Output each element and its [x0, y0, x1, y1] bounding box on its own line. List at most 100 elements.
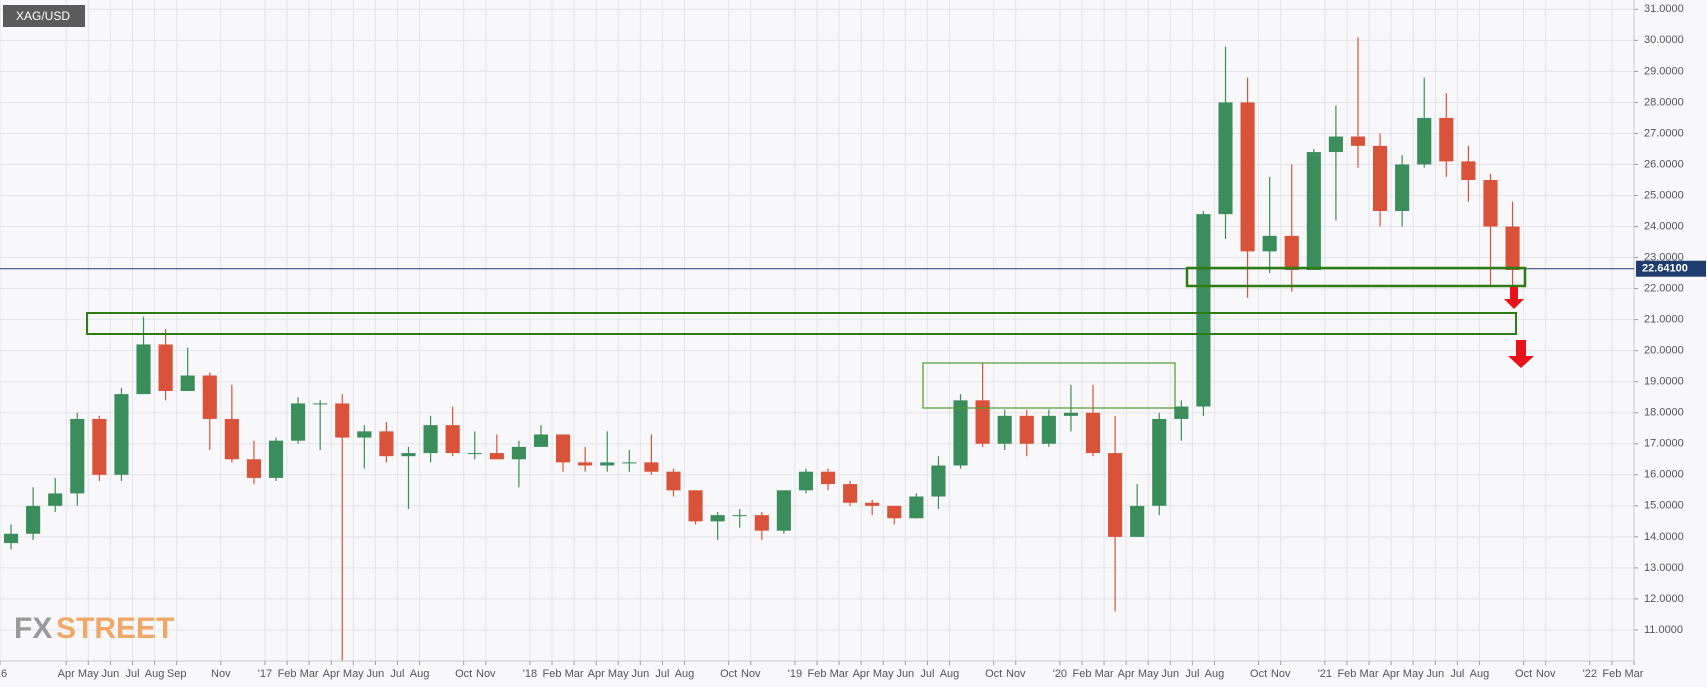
y-tick-label: 30.0000 — [1644, 34, 1684, 46]
x-tick-label: Oct — [1250, 668, 1267, 680]
candle-body — [1063, 412, 1078, 416]
y-tick-label: 15.0000 — [1644, 500, 1684, 512]
x-tick-label: Jun — [1161, 668, 1179, 680]
x-tick-label: May — [343, 668, 364, 680]
symbol: XAG/USD — [16, 9, 70, 23]
watermark-street: STREET — [56, 612, 174, 645]
y-tick-label: 29.0000 — [1644, 65, 1684, 77]
x-tick-label: Aug — [940, 668, 960, 680]
down-arrow — [1504, 287, 1524, 309]
y-tick-label: 22.0000 — [1644, 283, 1684, 295]
candle-body — [909, 496, 924, 519]
candle-body — [754, 515, 769, 531]
x-tick-label: Nov — [741, 668, 761, 680]
x-tick-label: Sep — [167, 668, 187, 680]
range-box — [922, 362, 1176, 409]
candle-body — [798, 471, 814, 491]
candle-body — [1306, 152, 1321, 270]
candle-body — [48, 493, 63, 506]
x-tick-label: Jun — [631, 668, 649, 680]
x-tick-label: Jul — [1450, 668, 1464, 680]
x-tick-label: Oct — [1515, 668, 1532, 680]
candle-body — [1284, 235, 1299, 270]
candle-body — [467, 453, 482, 455]
candle-body — [710, 515, 725, 522]
candle-body — [511, 446, 526, 460]
watermark-fx: FX — [14, 612, 52, 645]
x-tick-label: Mar — [300, 668, 319, 680]
candle-body — [70, 418, 85, 494]
candle-body — [1196, 214, 1211, 407]
candle-body — [136, 344, 151, 395]
candle-body — [445, 425, 460, 454]
x-tick-label: Aug — [675, 668, 695, 680]
y-tick-label: 11.0000 — [1644, 624, 1683, 636]
x-tick-label: May — [873, 668, 894, 680]
x-tick-label: Feb — [1602, 668, 1621, 680]
x-tick-label: Jun — [102, 668, 120, 680]
candle-body — [224, 418, 239, 460]
candle-body — [268, 440, 284, 478]
last-price-box — [1636, 260, 1706, 277]
support-box — [1185, 266, 1527, 288]
x-tick-label: Jun — [1426, 668, 1444, 680]
y-tick-label: 23.0000 — [1644, 251, 1684, 263]
x-tick-label: May — [78, 668, 99, 680]
candle-body — [92, 418, 107, 475]
y-tick-label: 31.0000 — [1644, 3, 1684, 15]
candle-body — [843, 484, 858, 503]
candle-body — [1041, 415, 1056, 444]
candle-body — [423, 425, 438, 454]
x-tick-label: '18 — [523, 668, 537, 680]
x-tick-label: Apr — [58, 668, 75, 680]
candle-body — [1373, 145, 1388, 212]
candle-body — [556, 434, 571, 463]
down-arrow — [1508, 340, 1534, 368]
x-tick-label: Feb — [1072, 668, 1091, 680]
candle-body — [26, 505, 41, 534]
candle-body — [997, 415, 1012, 444]
y-tick-label: 27.0000 — [1644, 127, 1684, 139]
candle-body — [335, 403, 350, 438]
x-tick-label: Jul — [1185, 668, 1199, 680]
x-tick-label: Mar — [565, 668, 584, 680]
candle-body — [887, 505, 902, 519]
candle-body — [1085, 412, 1101, 454]
candle-body — [1328, 136, 1343, 153]
candle-body — [688, 490, 703, 522]
x-tick-label: Nov — [1536, 668, 1556, 680]
candle-body — [114, 394, 129, 475]
x-tick-label: '20 — [1053, 668, 1067, 680]
candle-body — [1483, 179, 1498, 227]
y-tick-label: 17.0000 — [1644, 438, 1684, 450]
y-tick-label: 18.0000 — [1644, 407, 1684, 419]
x-tick-label: May — [1403, 668, 1424, 680]
candle-body — [1395, 164, 1410, 212]
x-tick-label: Aug — [145, 668, 165, 680]
candle-body — [401, 453, 416, 457]
x-tick-label: '22 — [1583, 668, 1597, 680]
x-tick-label: Mar — [1095, 668, 1114, 680]
x-tick-label: Feb — [1337, 668, 1356, 680]
candle-body — [732, 515, 747, 517]
candle-body — [953, 400, 968, 466]
candle-body — [644, 462, 659, 472]
candle-body — [1439, 117, 1454, 162]
symbol-box — [3, 5, 85, 27]
candle-body — [202, 375, 217, 419]
x-tick-label: Jun — [896, 668, 914, 680]
x-tick-label: Oct — [455, 668, 472, 680]
x-tick-label: '21 — [1318, 668, 1332, 680]
resistance-box — [86, 312, 1517, 335]
y-tick-label: 25.0000 — [1644, 189, 1684, 201]
candle-body — [1152, 418, 1167, 506]
x-tick-label: Mar — [1360, 668, 1379, 680]
candle-body — [489, 453, 504, 460]
x-tick-label: Jun — [367, 668, 385, 680]
x-tick-label: May — [608, 668, 629, 680]
x-tick-label: Aug — [410, 668, 430, 680]
y-tick-label: 20.0000 — [1644, 345, 1684, 357]
candle-body — [180, 375, 195, 392]
